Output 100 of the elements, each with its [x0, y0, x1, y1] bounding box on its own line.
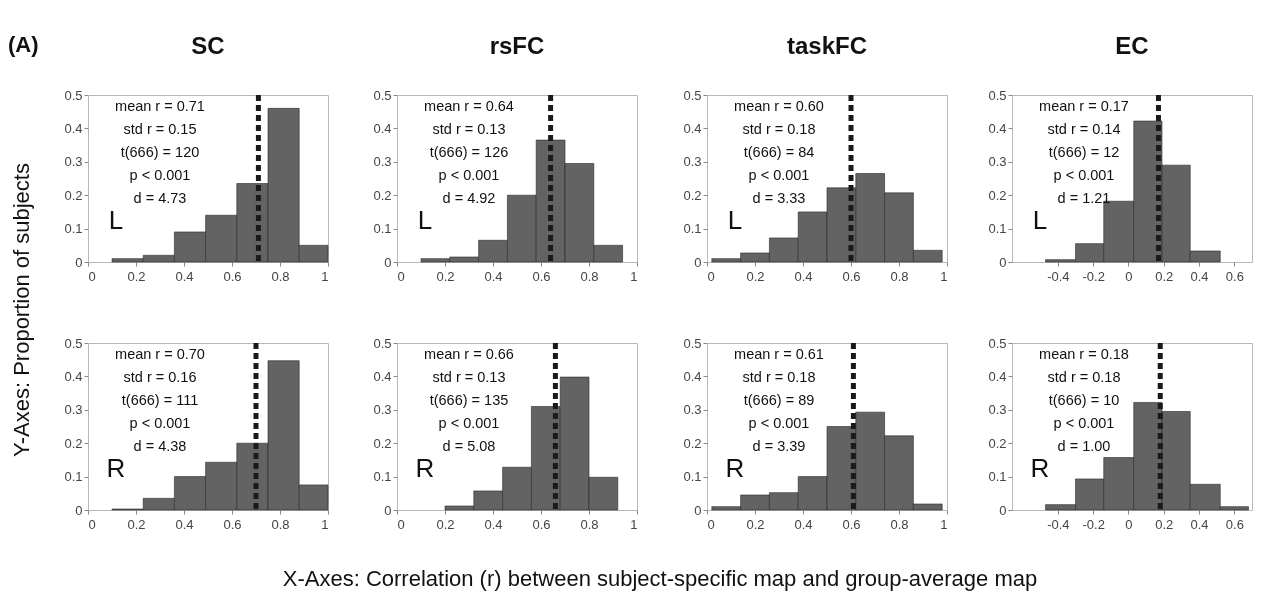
y-tick-label: 0.1 [683, 469, 702, 485]
y-tick-label: 0.4 [64, 368, 83, 384]
x-tick-label: 0.4 [175, 516, 194, 532]
y-tick-label: 0.5 [683, 335, 702, 351]
x-tick-label: 0 [1125, 268, 1133, 284]
y-tick-label: 0.5 [64, 87, 83, 103]
x-tick-label: 0.8 [580, 516, 599, 532]
x-tick-label: -0.4 [1047, 516, 1070, 532]
y-axis-title: Y-Axes: Proportion of subjects [9, 163, 35, 457]
y-tick-label: 0.2 [988, 187, 1007, 203]
y-tick-label: 0.3 [373, 154, 392, 170]
y-tick-label: 0.4 [988, 120, 1007, 136]
y-tick-label: 0.4 [64, 120, 83, 136]
annotation: p < 0.001 [129, 415, 191, 431]
annotation: R [1030, 453, 1050, 483]
y-tick-label: 0.3 [373, 402, 392, 418]
x-tick-label: 0.4 [794, 516, 813, 532]
y-tick-label: 0.1 [988, 221, 1007, 237]
x-tick-label: 0 [707, 268, 715, 284]
x-tick-label: 0.6 [842, 268, 861, 284]
y-tick-label: 0 [694, 502, 702, 518]
y-tick-label: 0.4 [683, 368, 702, 384]
x-tick-label: 0.2 [1155, 516, 1174, 532]
y-tick-label: 0.3 [988, 154, 1007, 170]
x-tick-label: 0.2 [127, 268, 146, 284]
annotation: t(666) = 135 [429, 392, 509, 408]
x-tick-label: 0 [707, 516, 715, 532]
chart-title: EC [1115, 32, 1149, 59]
y-tick-label: 0.3 [988, 402, 1007, 418]
y-tick-label: 0.3 [64, 402, 83, 418]
y-tick-label: 0.4 [683, 120, 702, 136]
annotation: mean r = 0.70 [115, 346, 205, 362]
x-tick-label: 0.8 [271, 268, 290, 284]
x-tick-label: 0 [88, 268, 96, 284]
annotation: std r = 0.13 [432, 121, 506, 137]
x-tick-label: 0.4 [794, 268, 813, 284]
annotation: d = 4.92 [442, 190, 496, 206]
x-tick-label: 1 [630, 516, 638, 532]
annotation: L [108, 205, 124, 235]
annotation: std r = 0.13 [432, 369, 506, 385]
x-tick-label: 0.8 [271, 516, 290, 532]
chart-title: taskFC [786, 32, 868, 59]
x-tick-label: 0 [397, 268, 405, 284]
annotation: std r = 0.18 [742, 369, 816, 385]
annotation: p < 0.001 [1053, 415, 1115, 431]
annotation: d = 1.21 [1057, 190, 1111, 206]
x-tick-label: 0.6 [532, 516, 551, 532]
x-tick-label: 0.2 [1155, 268, 1174, 284]
x-tick-label: 0.8 [890, 516, 909, 532]
annotation: mean r = 0.71 [115, 98, 205, 114]
annotation: t(666) = 126 [429, 144, 509, 160]
annotation: std r = 0.16 [123, 369, 197, 385]
y-tick-label: 0.2 [683, 435, 702, 451]
y-tick-label: 0.5 [988, 87, 1007, 103]
x-tick-label: 1 [321, 516, 329, 532]
y-tick-label: 0 [999, 254, 1007, 270]
y-tick-label: 0.3 [64, 154, 83, 170]
y-tick-label: 0.5 [64, 335, 83, 351]
y-tick-label: 0.5 [988, 335, 1007, 351]
annotation: t(666) = 84 [743, 144, 815, 160]
annotation: mean r = 0.61 [734, 346, 824, 362]
y-tick-label: 0.2 [64, 187, 83, 203]
x-tick-label: 0.6 [223, 516, 242, 532]
y-tick-label: 0.1 [64, 469, 83, 485]
x-tick-label: 0.6 [1225, 516, 1244, 532]
annotation: mean r = 0.17 [1039, 98, 1129, 114]
x-tick-label: 0.4 [175, 268, 194, 284]
annotation: t(666) = 10 [1048, 392, 1120, 408]
annotation: d = 4.73 [133, 190, 187, 206]
annotation: L [727, 205, 743, 235]
annotation: p < 0.001 [129, 167, 191, 183]
x-tick-label: 0.2 [746, 268, 765, 284]
y-tick-label: 0.4 [373, 368, 392, 384]
y-tick-label: 0.3 [683, 402, 702, 418]
annotation: t(666) = 111 [121, 392, 199, 408]
annotation: mean r = 0.66 [424, 346, 514, 362]
x-tick-label: 1 [630, 268, 638, 284]
y-tick-label: 0.5 [373, 87, 392, 103]
x-tick-label: 1 [321, 268, 329, 284]
x-tick-label: 1 [940, 516, 948, 532]
y-tick-label: 0 [384, 254, 392, 270]
annotation: p < 0.001 [748, 415, 810, 431]
annotation: d = 5.08 [442, 438, 496, 454]
y-tick-label: 0.1 [683, 221, 702, 237]
y-tick-label: 0.2 [988, 435, 1007, 451]
annotation: std r = 0.15 [123, 121, 197, 137]
y-tick-label: 0.1 [373, 469, 392, 485]
x-tick-label: 1 [940, 268, 948, 284]
annotation: L [417, 205, 433, 235]
y-tick-label: 0.2 [683, 187, 702, 203]
y-tick-label: 0.3 [683, 154, 702, 170]
x-tick-label: 0 [88, 516, 96, 532]
x-tick-label: -0.4 [1047, 268, 1070, 284]
annotation: mean r = 0.60 [734, 98, 824, 114]
x-tick-label: -0.2 [1082, 516, 1105, 532]
annotation: p < 0.001 [438, 167, 500, 183]
x-tick-label: 0 [1125, 516, 1133, 532]
y-tick-label: 0 [75, 502, 83, 518]
chart-title: SC [191, 32, 225, 59]
annotation: R [415, 453, 435, 483]
